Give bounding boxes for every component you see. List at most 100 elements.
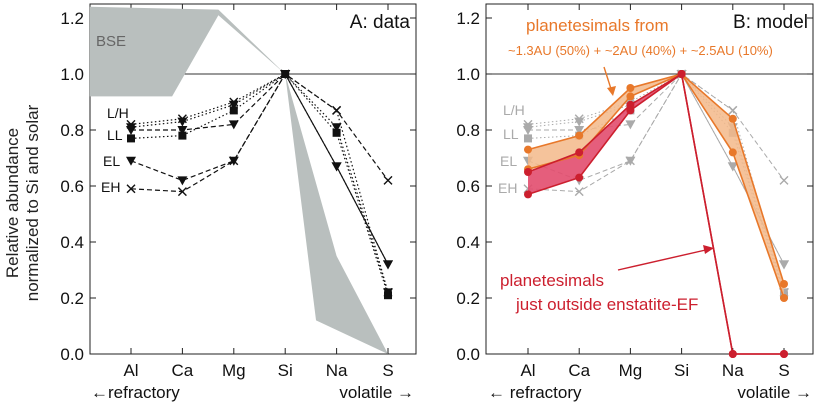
x-axis-volatile-label: volatile → <box>339 383 414 402</box>
model-marker-2-0 <box>524 168 532 176</box>
annotation-red-title: planetesimals <box>500 271 604 290</box>
model-line-0 <box>527 73 785 285</box>
series-marker-a-4-4 <box>331 162 342 172</box>
orange-arrow-head <box>607 86 616 96</box>
model-marker-3-5 <box>780 350 788 358</box>
bg-label-ll: LL <box>503 126 519 142</box>
series-marker-a-5-5 <box>383 175 393 185</box>
series-marker-b-1-0 <box>524 134 532 143</box>
series-marker-b-4-4 <box>727 162 738 172</box>
y-tick-label-b-3: 0.6 <box>456 177 480 196</box>
y-axis-title-line1: Relative abundance <box>3 128 22 278</box>
model-marker-2-1 <box>575 148 584 157</box>
y-tick-label-a-1: 0.2 <box>60 289 84 308</box>
series-marker-a-2-5 <box>383 287 393 297</box>
x-axis-refractory-label-b: ← refractory <box>488 383 582 402</box>
series-marker-b-5-5 <box>779 175 789 185</box>
series-marker-b-3-1 <box>574 126 585 135</box>
y-axis-title-line2: normalized to Si and solar <box>23 104 42 301</box>
y-tick-label-b-1: 0.2 <box>456 289 480 308</box>
model-marker-3-2 <box>626 106 635 115</box>
y-tick-label-b-5: 1.0 <box>456 65 480 84</box>
series-marker-b-5-2 <box>625 156 635 166</box>
series-line-b-5 <box>527 73 785 193</box>
model-marker-0-5 <box>780 280 788 288</box>
x-tick-label-a-si: Si <box>278 361 293 380</box>
model-marker-1-2 <box>626 92 635 101</box>
model-marker-3-1 <box>575 173 584 182</box>
series-marker-b-2-1 <box>574 114 584 124</box>
series-marker-a-4-1 <box>177 176 188 186</box>
series-marker-a-3-2 <box>228 120 239 130</box>
y-tick-label-b-6: 1.2 <box>456 9 480 28</box>
model-marker-0-0 <box>524 145 532 154</box>
series-label-ll: LL <box>107 127 123 143</box>
annotation-orange-detail: ~1.3AU (50%) + ~2AU (40%) + ~2.5AU (10%) <box>508 43 773 58</box>
annotation-orange-title: planetesimals from <box>526 16 669 35</box>
x-tick-label-a-al: Al <box>123 361 138 380</box>
series-marker-a-1-5 <box>384 291 392 300</box>
x-tick-label-b-na: Na <box>722 361 744 380</box>
x-tick-label-a-na: Na <box>326 361 348 380</box>
x-tick-label-b-si: Si <box>674 361 689 380</box>
x-tick-label-a-mg: Mg <box>222 361 246 380</box>
model-marker-3-4 <box>728 350 737 358</box>
panel-a-plot-area: 0.0 0.2 0.4 0.6 0.8 1.0 1.2 Al Ca Mg Si Na S <box>60 4 416 380</box>
bg-label-eh: EH <box>498 180 517 196</box>
series-marker-b-3-0 <box>523 126 533 135</box>
bse-band <box>89 6 388 355</box>
panel-a: 0.0 0.2 0.4 0.6 0.8 1.0 1.2 Al Ca Mg Si Na S A: data… <box>60 3 417 402</box>
series-marker-a-3-0 <box>126 126 136 135</box>
series-marker-a-5-3 <box>280 69 290 79</box>
model-marker-3-3 <box>677 70 686 78</box>
panel-b-title: B: model <box>733 12 808 33</box>
series-marker-a-1-1 <box>178 131 187 140</box>
y-tick-label-a-6: 1.2 <box>60 9 84 28</box>
series-marker-a-5-4 <box>332 105 342 115</box>
panel-b-plot-area: 0.0 0.2 0.4 0.6 0.8 1.0 1.2 Al Ca Mg Si Na S <box>456 4 813 380</box>
model-line-3 <box>527 72 784 355</box>
series-label-eh: EH <box>101 179 120 195</box>
orange-band <box>528 74 784 298</box>
series-label-el: EL <box>103 153 120 169</box>
bg-label-el: EL <box>500 153 517 169</box>
series-marker-a-4-5 <box>383 260 393 270</box>
series-line-a-0 <box>130 73 389 293</box>
panel-b-frame <box>485 3 814 355</box>
series-marker-b-0-1 <box>574 117 585 127</box>
x-tick-label-b-s: S <box>778 361 789 380</box>
x-tick-label-a-ca: Ca <box>172 361 194 380</box>
y-tick-label-b-0: 0.0 <box>456 345 480 364</box>
y-tick-label-a-2: 0.4 <box>60 233 84 252</box>
annotation-red-detail: just outside enstatite-EF <box>515 295 698 314</box>
series-marker-b-5-1 <box>574 187 584 197</box>
series-marker-b-4-5 <box>779 260 789 270</box>
model-marker-1-5 <box>780 294 788 302</box>
series-marker-a-1-2 <box>229 106 238 115</box>
x-tick-label-a-s: S <box>382 361 393 380</box>
series-marker-a-4-0 <box>126 156 136 166</box>
red-arrow-head <box>703 245 714 254</box>
series-line-a-5 <box>130 73 389 193</box>
model-line-1 <box>527 72 785 299</box>
model-marker-0-4 <box>728 114 737 123</box>
y-tick-label-a-4: 0.8 <box>60 121 84 140</box>
y-tick-label-a-3: 0.6 <box>60 177 84 196</box>
y-tick-label-a-0: 0.0 <box>60 345 84 364</box>
x-tick-label-b-mg: Mg <box>619 361 643 380</box>
x-tick-label-b-ca: Ca <box>568 361 590 380</box>
series-marker-a-0-4 <box>331 123 342 133</box>
model-marker-0-1 <box>575 131 584 140</box>
series-label-lh: L/H <box>107 105 129 121</box>
model-marker-3-0 <box>524 190 532 199</box>
series-marker-b-3-2 <box>625 120 636 130</box>
series-marker-a-1-0 <box>127 134 135 143</box>
y-tick-label-b-2: 0.4 <box>456 233 480 252</box>
red-arrow-line <box>617 248 711 271</box>
series-line-b-3 <box>528 73 785 265</box>
series-marker-a-5-0 <box>126 184 136 194</box>
x-axis-volatile-label-b: volatile → <box>737 383 812 402</box>
x-tick-label-b-al: Al <box>520 361 535 380</box>
